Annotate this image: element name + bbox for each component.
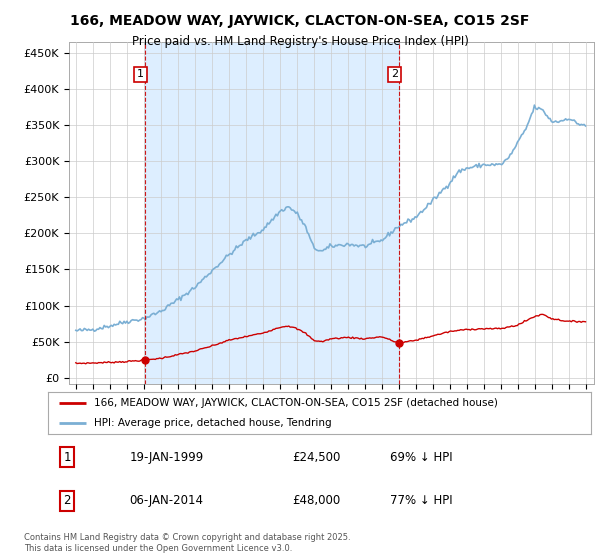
- Text: 06-JAN-2014: 06-JAN-2014: [130, 494, 203, 507]
- Text: 69% ↓ HPI: 69% ↓ HPI: [390, 451, 453, 464]
- Text: 1: 1: [137, 69, 144, 80]
- Text: 166, MEADOW WAY, JAYWICK, CLACTON-ON-SEA, CO15 2SF: 166, MEADOW WAY, JAYWICK, CLACTON-ON-SEA…: [70, 14, 530, 28]
- Text: £24,500: £24,500: [292, 451, 341, 464]
- Text: 2: 2: [63, 494, 71, 507]
- Text: 19-JAN-1999: 19-JAN-1999: [130, 451, 204, 464]
- Text: £48,000: £48,000: [292, 494, 341, 507]
- Text: HPI: Average price, detached house, Tendring: HPI: Average price, detached house, Tend…: [94, 418, 332, 428]
- Text: Contains HM Land Registry data © Crown copyright and database right 2025.
This d: Contains HM Land Registry data © Crown c…: [24, 533, 350, 553]
- Text: Price paid vs. HM Land Registry's House Price Index (HPI): Price paid vs. HM Land Registry's House …: [131, 35, 469, 48]
- Text: 166, MEADOW WAY, JAYWICK, CLACTON-ON-SEA, CO15 2SF (detached house): 166, MEADOW WAY, JAYWICK, CLACTON-ON-SEA…: [94, 398, 498, 408]
- Bar: [145, 42, 399, 384]
- Text: 77% ↓ HPI: 77% ↓ HPI: [390, 494, 453, 507]
- Text: 1: 1: [63, 451, 71, 464]
- Text: 2: 2: [391, 69, 398, 80]
